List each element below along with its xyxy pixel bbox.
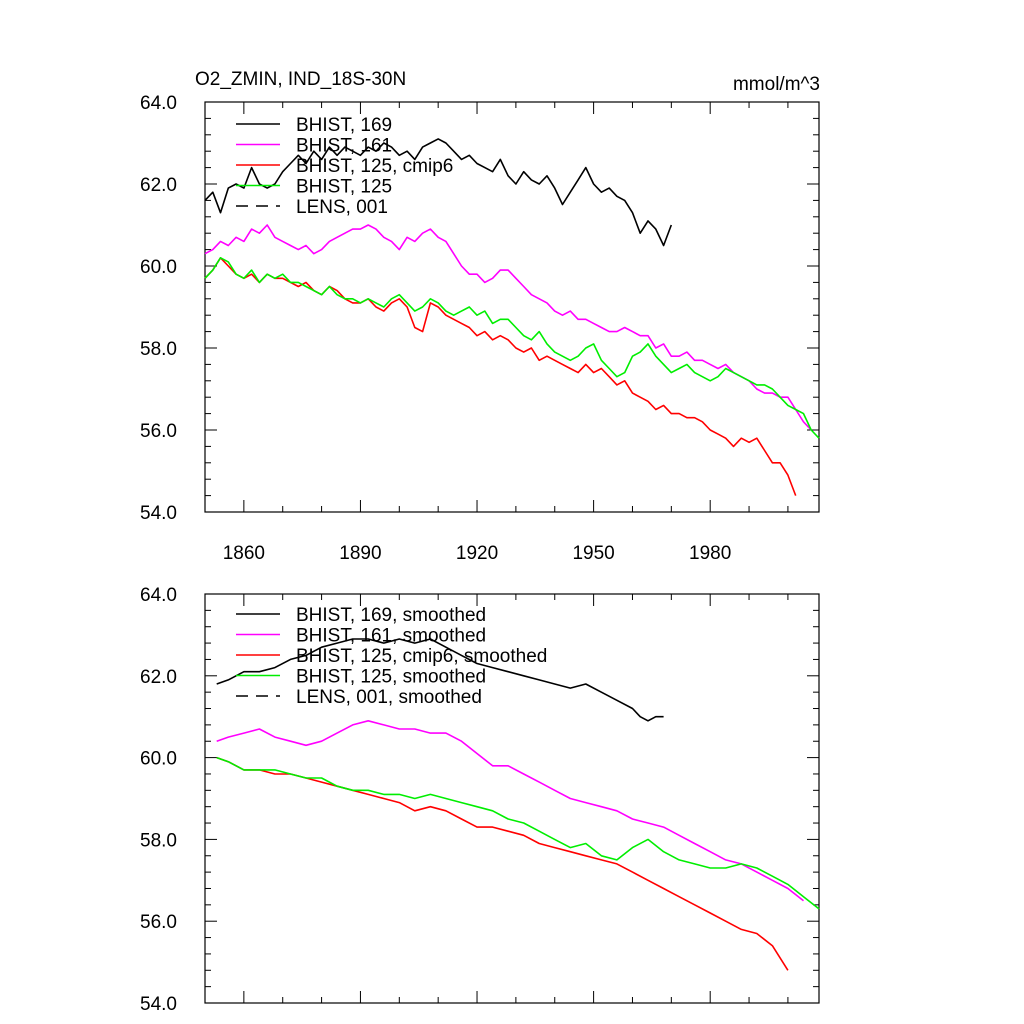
y-tick-label: 62.0 — [140, 175, 177, 196]
x-tick-label: 1980 — [689, 543, 731, 564]
legend-label: BHIST, 125, smoothed — [296, 667, 486, 688]
y-tick-label: 60.0 — [140, 257, 177, 278]
y-tick-label: 56.0 — [140, 912, 177, 933]
series-line — [216, 756, 820, 910]
chart-title: O2_ZMIN, IND_18S-30N — [195, 69, 406, 90]
legend-label: LENS, 001, smoothed — [296, 687, 482, 708]
legend-label: BHIST, 169, smoothed — [296, 605, 486, 626]
bottom-panel: 54.0 56.0 58.0 60.0 62.0 64.0 BHIST, 169, smoo… — [140, 585, 820, 1015]
y-tick-label: 64.0 — [140, 585, 177, 606]
legend-label: BHIST, 125, cmip6, smoothed — [296, 646, 547, 667]
legend-label: BHIST, 125, cmip6 — [296, 156, 453, 177]
x-tick-label: 1920 — [456, 543, 498, 564]
series-line — [204, 138, 673, 247]
plot-frame — [204, 101, 820, 513]
y-tick-label: 58.0 — [140, 339, 177, 360]
legend-label: BHIST, 125 — [296, 177, 392, 198]
y-tick-label: 64.0 — [140, 93, 177, 114]
series-line — [204, 256, 820, 439]
y-tick-label: 56.0 — [140, 421, 177, 442]
units-label: mmol/m^3 — [733, 74, 820, 95]
y-tick-label: 54.0 — [140, 994, 177, 1015]
series-line — [204, 224, 812, 431]
x-tick-label: 1890 — [339, 543, 381, 564]
series-line — [216, 719, 804, 902]
series-line — [216, 756, 789, 971]
x-tick-label: 1950 — [572, 543, 614, 564]
legend-label: BHIST, 161, smoothed — [296, 626, 486, 647]
legend-label: BHIST, 169 — [296, 115, 392, 136]
series-line — [204, 256, 797, 496]
y-tick-label: 58.0 — [140, 830, 177, 851]
y-tick-label: 62.0 — [140, 667, 177, 688]
top-panel: 54.0 56.0 58.0 60.0 62.0 64.0 1860 1890 1920 1950… — [140, 69, 820, 564]
y-tick-label: 54.0 — [140, 503, 177, 524]
legend-label: LENS, 001 — [296, 197, 388, 218]
y-tick-label: 60.0 — [140, 749, 177, 770]
x-tick-label: 1860 — [223, 543, 265, 564]
series-line — [216, 638, 664, 722]
legend-label: BHIST, 161 — [296, 136, 392, 157]
plot-frame — [204, 593, 820, 1004]
